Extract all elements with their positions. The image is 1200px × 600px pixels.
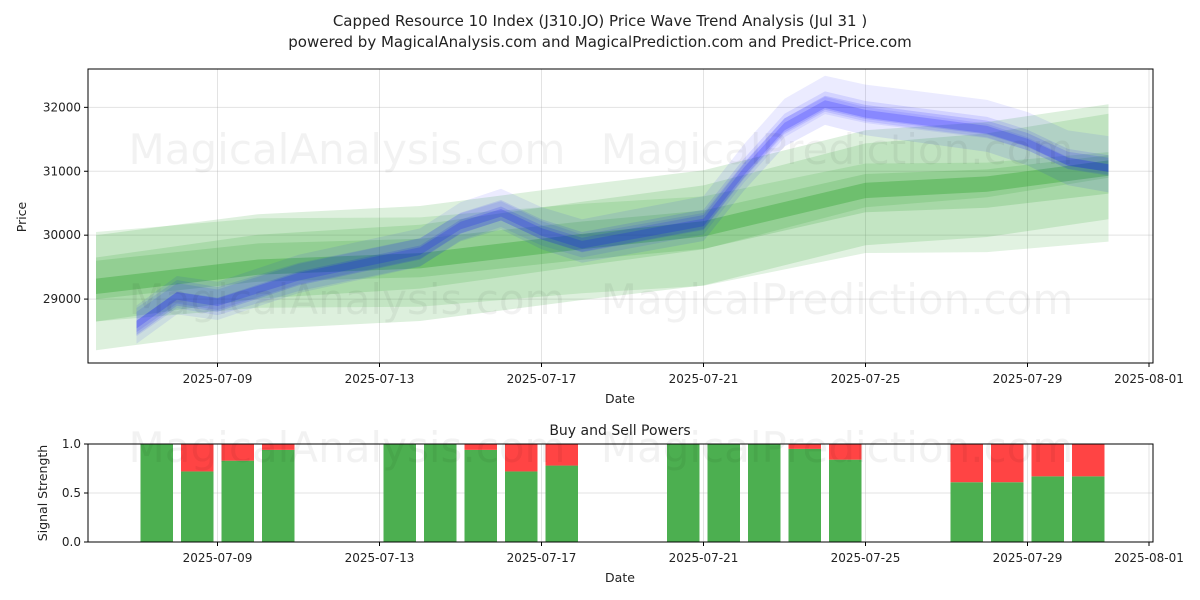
signal-x-tick-label: 2025-07-13 bbox=[345, 551, 415, 565]
price-y-tick-label: 32000 bbox=[43, 100, 81, 114]
price-grid bbox=[88, 69, 1153, 363]
signal-x-ticks: 2025-07-09 2025-07-13 2025-07-17 2025-07-21… bbox=[183, 542, 1184, 565]
buy-power-bar bbox=[545, 465, 578, 542]
chart-title-line2: powered by MagicalAnalysis.com and Magic… bbox=[288, 33, 912, 51]
sell-power-bar bbox=[545, 444, 578, 466]
buy-power-bar bbox=[424, 444, 457, 542]
signal-watermark: MagicalAnalysis.com bbox=[129, 423, 566, 472]
buy-power-bar bbox=[262, 449, 295, 542]
buy-power-bar bbox=[748, 444, 781, 542]
buy-power-bar bbox=[181, 471, 214, 542]
signal-watermarks: MagicalAnalysis.com MagicalPrediction.com bbox=[129, 423, 1074, 472]
price-x-tick-label: 2025-07-25 bbox=[831, 372, 901, 386]
sell-power-bar bbox=[829, 444, 862, 460]
buy-power-bar bbox=[950, 482, 983, 542]
signal-x-tick-label: 2025-08-01 bbox=[1114, 551, 1184, 565]
sell-power-bar bbox=[950, 444, 983, 483]
price-x-tick-label: 2025-07-21 bbox=[669, 372, 739, 386]
buy-power-bar bbox=[464, 449, 497, 542]
price-watermarks: MagicalAnalysis.com MagicalPrediction.com… bbox=[129, 125, 1074, 324]
signal-x-tick-label: 2025-07-25 bbox=[831, 551, 901, 565]
price-x-tick-label: 2025-08-01 bbox=[1114, 372, 1184, 386]
sell-power-bar bbox=[505, 444, 538, 472]
buy-power-bar bbox=[788, 448, 821, 542]
price-y-tick-label: 30000 bbox=[43, 228, 81, 242]
price-watermark: MagicalAnalysis.com bbox=[129, 275, 566, 324]
sell-power-bar bbox=[1072, 444, 1105, 477]
sell-power-bar bbox=[788, 444, 821, 449]
signal-x-tick-label: 2025-07-21 bbox=[669, 551, 739, 565]
signal-watermark: MagicalPrediction.com bbox=[601, 423, 1074, 472]
buy-power-bar bbox=[1031, 476, 1064, 542]
green-trend-band-4 bbox=[96, 155, 1109, 300]
buy-power-bar bbox=[1072, 476, 1105, 542]
price-plot-frame bbox=[87, 68, 1154, 364]
signal-y-tick-label: 1.0 bbox=[62, 437, 81, 451]
price-x-ticks: 2025-07-09 2025-07-13 2025-07-17 2025-07-21… bbox=[183, 363, 1184, 386]
price-x-axis-label: Date bbox=[605, 391, 635, 406]
price-y-tick-label: 31000 bbox=[43, 164, 81, 178]
price-watermark: MagicalAnalysis.com bbox=[129, 125, 566, 174]
signal-bars bbox=[140, 444, 1105, 542]
sell-power-bar bbox=[1031, 444, 1064, 477]
price-bands bbox=[96, 75, 1109, 351]
price-watermark: MagicalPrediction.com bbox=[601, 125, 1074, 174]
buy-power-bar bbox=[383, 444, 416, 542]
buy-power-bar bbox=[221, 460, 254, 542]
price-x-tick-label: 2025-07-17 bbox=[507, 372, 577, 386]
sell-power-bar bbox=[221, 444, 254, 461]
price-y-tick-label: 29000 bbox=[43, 292, 81, 306]
buy-power-bar bbox=[505, 471, 538, 542]
signal-y-axis-label: Signal Strength bbox=[35, 445, 50, 541]
price-x-tick-label: 2025-07-29 bbox=[993, 372, 1063, 386]
sell-power-bar bbox=[262, 444, 295, 450]
signal-y-tick-label: 0.0 bbox=[62, 535, 81, 549]
price-y-ticks: 29000 30000 31000 32000 bbox=[43, 100, 88, 306]
price-x-tick-label: 2025-07-09 bbox=[183, 372, 253, 386]
signal-x-tick-label: 2025-07-09 bbox=[183, 551, 253, 565]
signal-x-tick-label: 2025-07-29 bbox=[993, 551, 1063, 565]
green-trend-band-3 bbox=[96, 113, 1109, 322]
sell-power-bar bbox=[464, 444, 497, 450]
green-trend-band-2 bbox=[96, 152, 1109, 322]
signal-x-axis-label: Date bbox=[605, 570, 635, 585]
sell-power-bar bbox=[181, 444, 214, 472]
signal-y-ticks: 0.0 0.5 1.0 bbox=[62, 437, 88, 549]
buy-power-bar bbox=[991, 482, 1024, 542]
buy-power-bar bbox=[707, 444, 740, 542]
buy-power-bar bbox=[667, 444, 700, 542]
signal-chart-title: Buy and Sell Powers bbox=[549, 423, 690, 439]
buy-power-bar bbox=[829, 459, 862, 542]
buy-power-bar bbox=[140, 444, 173, 542]
signal-y-tick-label: 0.5 bbox=[62, 486, 81, 500]
green-trend-band-1 bbox=[96, 104, 1109, 351]
green-trend-band-5 bbox=[96, 160, 1109, 294]
sell-power-bar bbox=[991, 444, 1024, 483]
price-x-tick-label: 2025-07-13 bbox=[345, 372, 415, 386]
price-y-axis-label: Price bbox=[14, 201, 29, 232]
chart-title-line1: Capped Resource 10 Index (J310.JO) Price… bbox=[333, 12, 867, 30]
signal-x-tick-label: 2025-07-17 bbox=[507, 551, 577, 565]
price-watermark: MagicalPrediction.com bbox=[601, 275, 1074, 324]
